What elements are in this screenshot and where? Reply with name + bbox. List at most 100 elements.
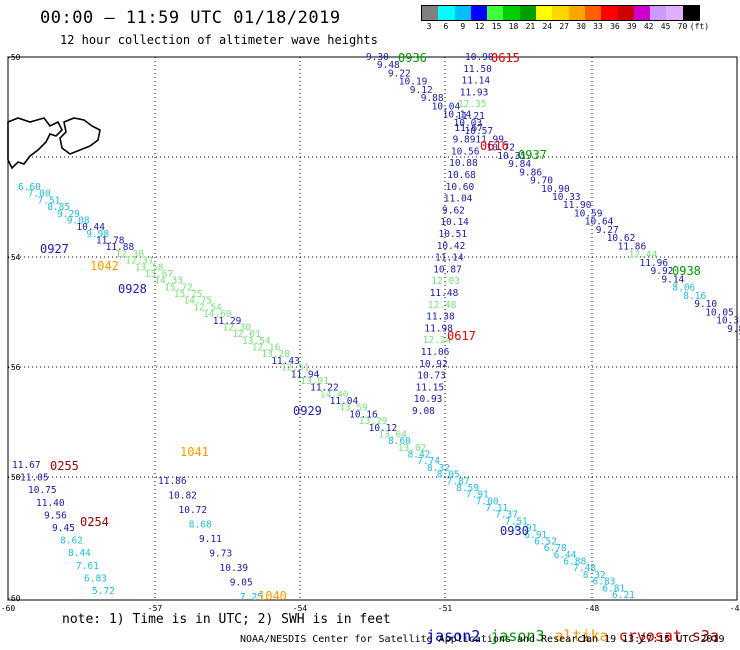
- wave-height-reading: 10.93: [414, 394, 443, 405]
- wave-height-reading: 11.05: [20, 473, 49, 484]
- wave-height-reading: 10.88: [449, 158, 478, 169]
- scale-label: 18: [508, 22, 519, 31]
- wave-height-reading: 6.78: [544, 543, 567, 554]
- wave-height-reading: 10.31: [497, 151, 526, 162]
- wave-height-reading: 10.72: [179, 505, 208, 516]
- wave-height-reading: 11.48: [430, 288, 459, 299]
- wave-height-reading: 7.00: [476, 496, 499, 507]
- wave-height-reading: 9.98: [86, 229, 109, 240]
- wave-height-reading: 9.22: [388, 69, 411, 80]
- longitude-label: -57: [148, 604, 163, 613]
- wave-height-reading: 9.11: [199, 534, 222, 545]
- wave-height-reading: 10.03: [454, 118, 483, 129]
- scale-swatch: [519, 6, 537, 20]
- credit-line: NOAA/NESDIS Center for Satellite Applica…: [240, 634, 590, 645]
- wave-height-reading: 8.59: [456, 483, 479, 494]
- wave-height-reading: 9.62: [442, 205, 465, 216]
- falkland-islands-coastline: [7, 117, 101, 170]
- wave-height-reading: 10.16: [349, 409, 378, 420]
- scale-swatch: [438, 6, 455, 20]
- wave-height-reading: 9.29: [57, 209, 80, 220]
- wave-height-reading: 9.56: [44, 510, 67, 521]
- scale-swatch: [584, 6, 602, 20]
- wave-height-reading: 10: [738, 332, 740, 343]
- wave-height-reading: 8.16: [683, 291, 706, 302]
- wave-height-reading: 10.44: [76, 222, 105, 233]
- wave-height-reading: 10.19: [399, 77, 428, 88]
- wave-height-reading: 6.91: [515, 523, 538, 534]
- wave-height-reading: 10.04: [432, 101, 461, 112]
- wave-height-reading: 13.28: [261, 349, 290, 360]
- scale-swatch: [601, 6, 618, 20]
- scale-swatch: [422, 6, 439, 20]
- wave-height-reading: 12.35: [458, 99, 487, 110]
- scale-label: (ft): [689, 22, 710, 31]
- scale-label: 12: [474, 22, 485, 31]
- wave-height-reading: 10.92: [419, 359, 448, 370]
- wave-height-reading: 10.62: [607, 233, 636, 244]
- wave-height-reading: 11.06: [421, 347, 450, 358]
- wave-height-reading: 13.67: [145, 269, 174, 280]
- wave-height-reading: 9.88: [421, 93, 444, 104]
- pass-time-label: 0928: [118, 282, 147, 296]
- wave-height-reading: 14.75: [184, 296, 213, 307]
- wave-height-reading: 12.24: [423, 335, 452, 346]
- wave-height-reading: 11.93: [460, 87, 489, 98]
- latitude-label: -54: [6, 253, 21, 262]
- pass-time-label: 0617: [447, 329, 476, 343]
- scale-label: 15: [491, 22, 502, 31]
- wave-height-reading: 10.51: [439, 229, 468, 240]
- wave-height-reading: 10.14: [440, 217, 469, 228]
- wave-height-reading: 12.38: [115, 249, 144, 260]
- altimeter-readings: 9.309.489.2210.199.129.8810.0410.1410.03…: [12, 51, 740, 603]
- wave-height-reading: 13.01: [300, 376, 329, 387]
- wave-height-reading: 10.90: [541, 184, 570, 195]
- wave-height-reading: 9.14: [661, 274, 684, 285]
- satellite-altika: altika: [554, 627, 609, 645]
- wave-height-reading: 8.05: [437, 470, 460, 481]
- wave-height-reading: 11.90: [563, 200, 592, 211]
- wave-height-reading: 14.60: [203, 309, 232, 320]
- wave-height-reading: 11.04: [444, 194, 473, 205]
- wave-height-reading: 6.44: [554, 550, 577, 561]
- wave-height-reading: 12.30: [223, 323, 252, 334]
- wave-height-reading: 9.12: [410, 85, 433, 96]
- wave-height-reading: 11.94: [291, 369, 320, 380]
- wave-height-reading: 13.29: [359, 416, 388, 427]
- wave-height-reading: 9.10: [694, 299, 717, 310]
- scale-label: 27: [559, 22, 570, 31]
- wave-height-reading: 7.51: [38, 195, 61, 206]
- wave-height-reading: 10.68: [447, 170, 476, 181]
- pass-time-label: 1040: [258, 589, 287, 603]
- wave-height-reading: 7.11: [485, 503, 508, 514]
- wave-height-reading: 7.87: [447, 476, 470, 487]
- wave-height-reading: 12.16: [252, 343, 281, 354]
- wave-height-reading: 9.08: [412, 406, 435, 417]
- scale-label: 24: [542, 22, 553, 31]
- wave-height-reading: 10.42: [437, 241, 466, 252]
- scale-swatch: [536, 6, 553, 20]
- wave-height-reading: 15.72: [164, 282, 193, 293]
- pass-time-label: 0929: [293, 404, 322, 418]
- satellite-cryosat: cryosat: [618, 627, 682, 645]
- scale-label: 33: [593, 22, 603, 31]
- wave-height-reading: 10.72: [486, 143, 515, 154]
- timestamp: Jan 19 13:27:15 UTC 2019: [580, 634, 725, 645]
- wave-height-reading: 10.64: [585, 217, 614, 228]
- scale-label: 42: [643, 22, 654, 31]
- satellite-jason3: jason3: [490, 627, 545, 645]
- scale-swatch: [666, 6, 683, 20]
- wave-height-reading: 11.29: [213, 316, 242, 327]
- map-frame: [7, 56, 738, 601]
- satellite-s3a: s3a: [691, 627, 719, 645]
- wave-height-reading: 10.57: [465, 126, 494, 137]
- wave-height-reading: 14.40: [320, 389, 349, 400]
- map-subtitle: 12 hour collection of altimeter wave hei…: [60, 33, 378, 47]
- scale-label: 70: [677, 22, 688, 31]
- wave-height-reading: 9.89: [453, 135, 476, 146]
- wave-height-reading: 13.58: [135, 262, 164, 273]
- wave-height-reading: 9.05: [230, 578, 253, 589]
- wave-height-reading: 8.32: [427, 463, 450, 474]
